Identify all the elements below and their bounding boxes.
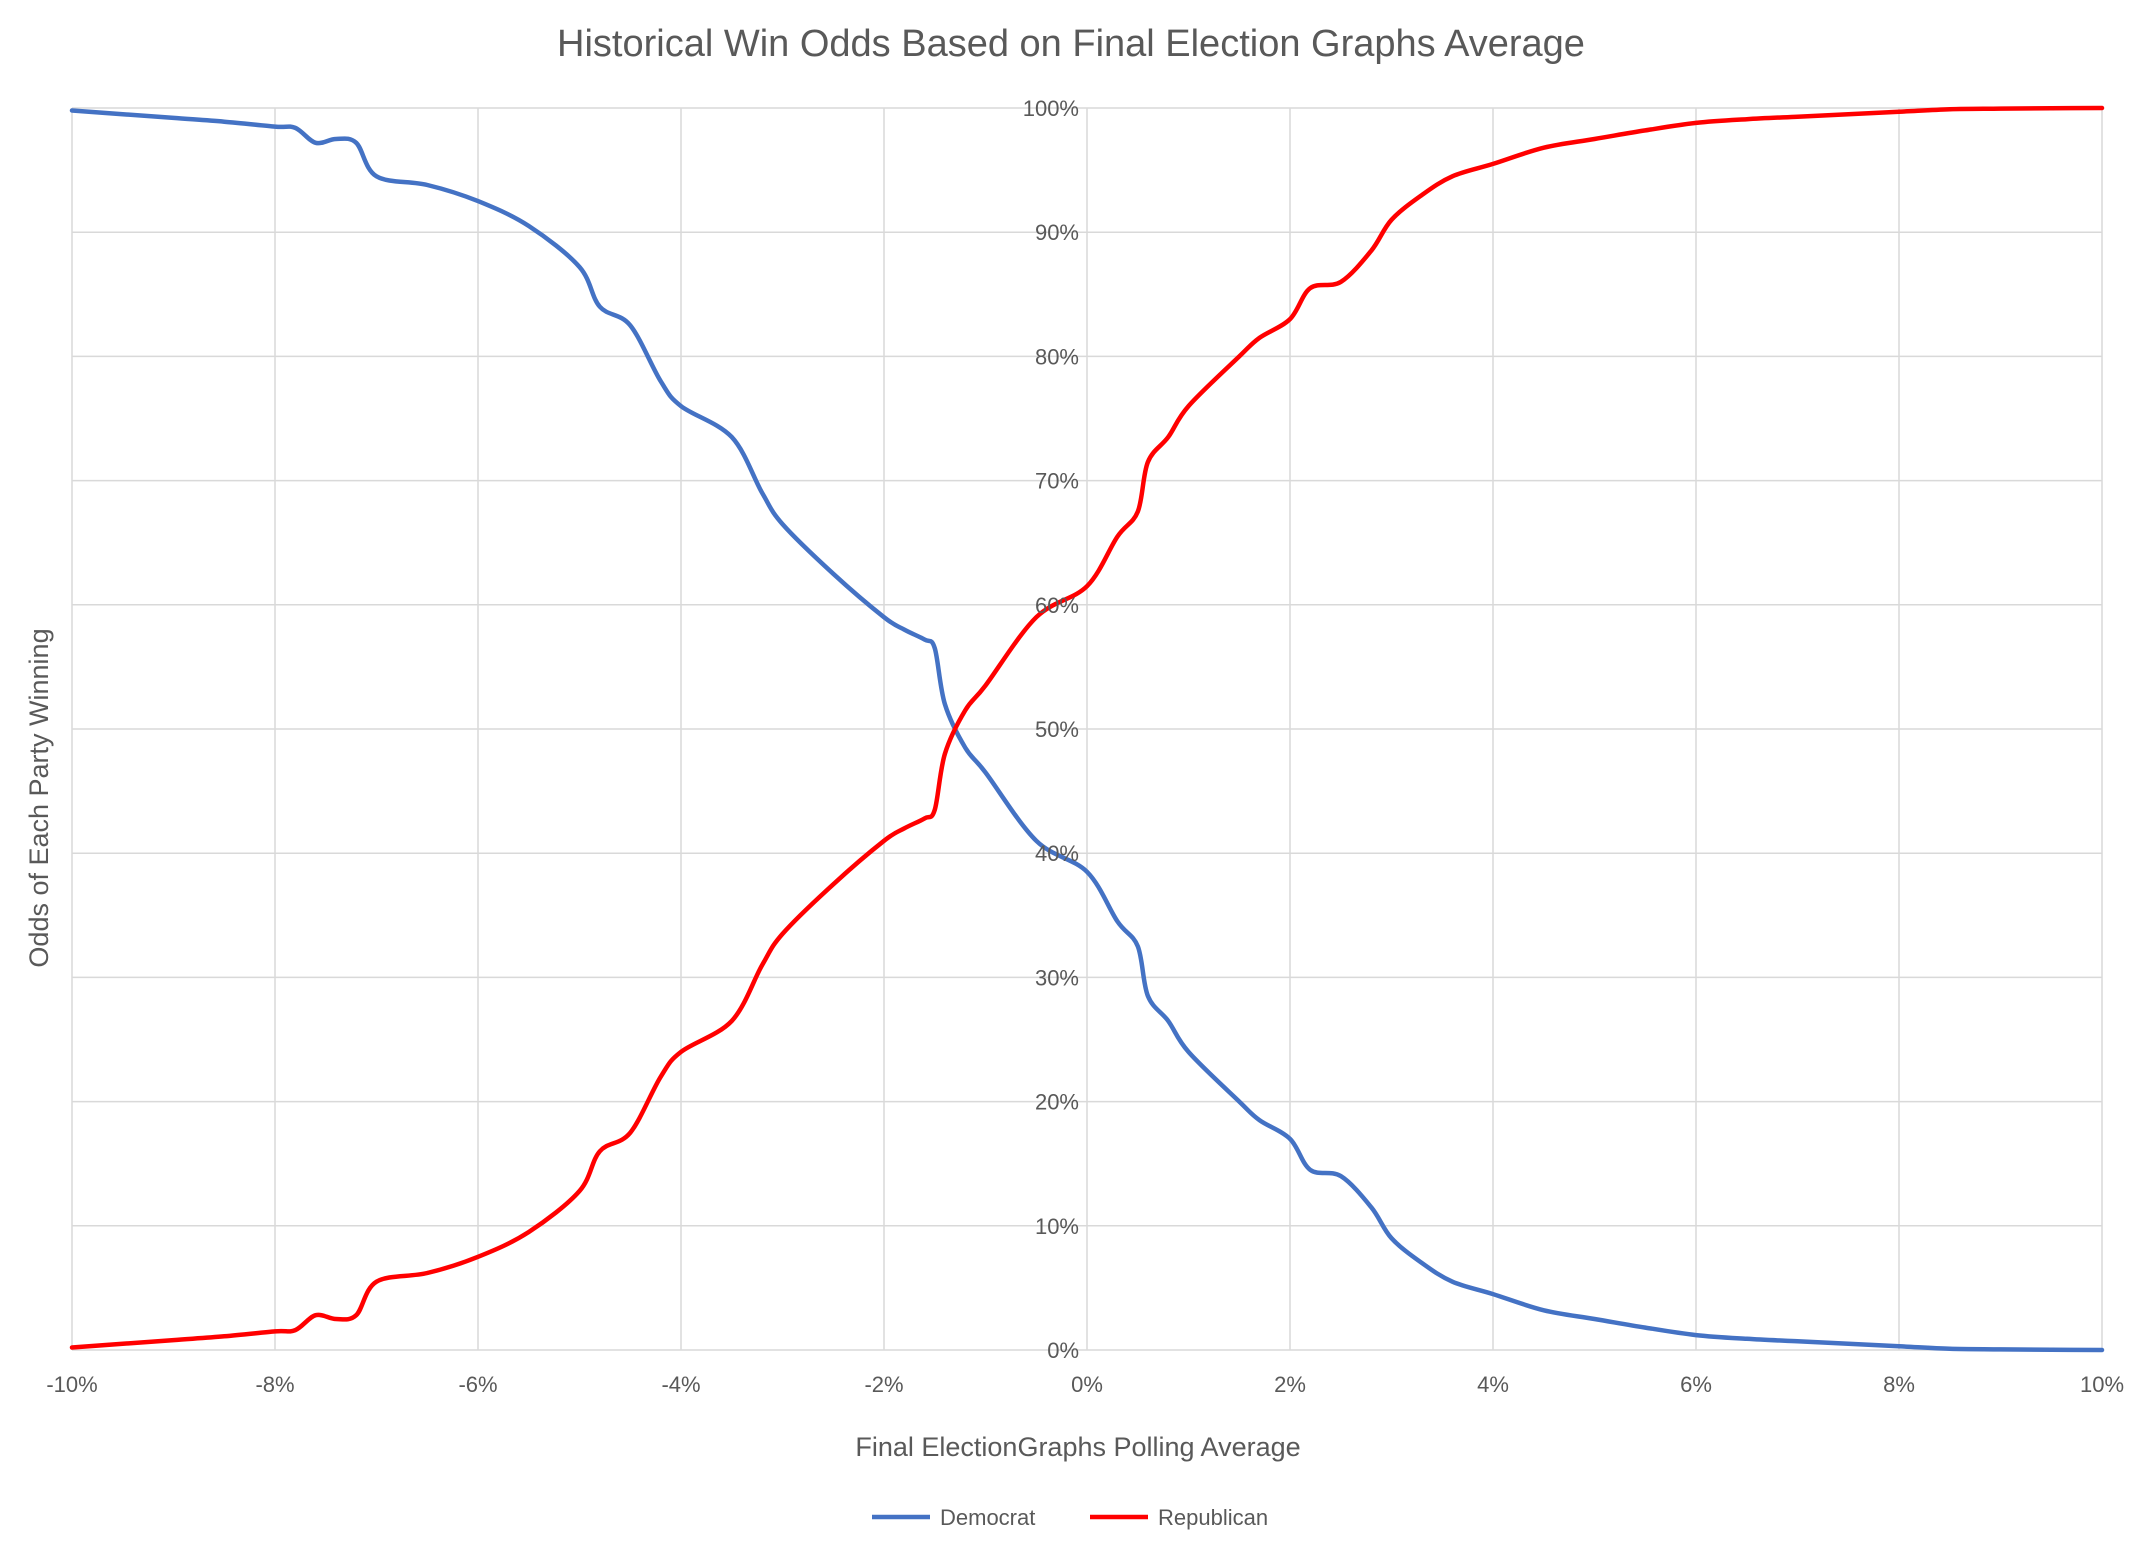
series-line-democrat — [69, 108, 2105, 1353]
legend-label-republican: Republican — [1158, 1505, 1268, 1530]
y-tick-label: 60% — [1035, 593, 1079, 618]
y-tick-label: 10% — [1035, 1214, 1079, 1239]
y-tick-label: 30% — [1035, 965, 1079, 990]
legend: Democrat Republican — [872, 1505, 1268, 1530]
x-tick-label: 8% — [1883, 1372, 1915, 1397]
y-axis-tick-labels: 0% 10% 20% 30% 40% 50% 60% 70% 80% 90% 100% — [1023, 96, 1079, 1363]
y-tick-label: 0% — [1047, 1338, 1079, 1363]
x-tick-label: 4% — [1477, 1372, 1509, 1397]
y-tick-label: 90% — [1035, 220, 1079, 245]
x-tick-label: 6% — [1680, 1372, 1712, 1397]
series-line-republican — [69, 105, 2105, 1350]
series-layer — [69, 105, 2105, 1353]
x-tick-label: -10% — [46, 1372, 97, 1397]
y-tick-label: 100% — [1023, 96, 1079, 121]
chart-title: Historical Win Odds Based on Final Elect… — [557, 23, 1585, 65]
y-tick-label: 40% — [1035, 841, 1079, 866]
y-tick-label: 70% — [1035, 469, 1079, 494]
x-tick-label: -4% — [661, 1372, 700, 1397]
x-tick-label: -8% — [255, 1372, 294, 1397]
x-tick-label: 0% — [1071, 1372, 1103, 1397]
x-axis-tick-labels: -10% -8% -6% -4% -2% 0% 2% 4% 6% 8% 10% — [46, 1372, 2124, 1397]
x-axis-title: Final ElectionGraphs Polling Average — [855, 1432, 1300, 1462]
x-tick-label: -6% — [458, 1372, 497, 1397]
y-axis-title: Odds of Each Party Winning — [24, 628, 54, 967]
y-tick-label: 80% — [1035, 344, 1079, 369]
y-tick-label: 50% — [1035, 717, 1079, 742]
horizontal-gridlines — [72, 107, 2102, 1351]
x-tick-label: 10% — [2080, 1372, 2124, 1397]
x-tick-label: -2% — [864, 1372, 903, 1397]
legend-label-democrat: Democrat — [940, 1505, 1035, 1530]
x-tick-label: 2% — [1274, 1372, 1306, 1397]
y-tick-label: 20% — [1035, 1090, 1079, 1115]
